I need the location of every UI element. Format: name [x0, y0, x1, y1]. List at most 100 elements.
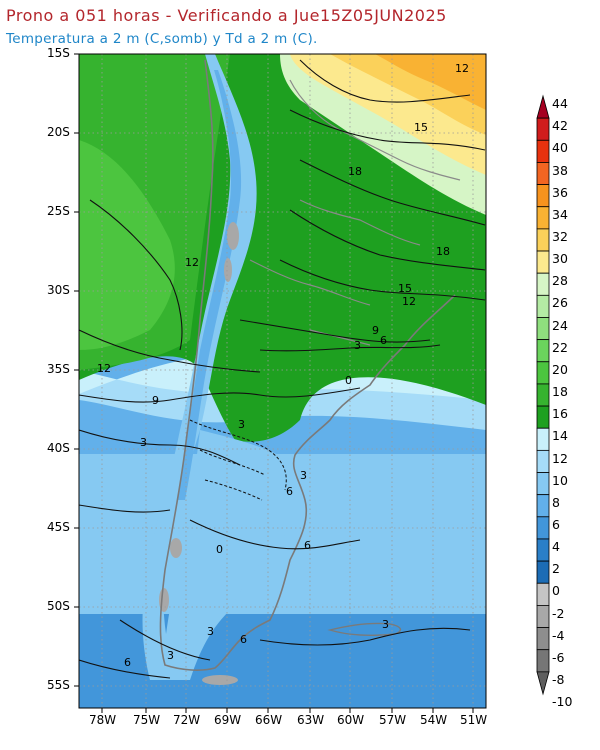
- lat-tick-label: 50S: [47, 599, 70, 613]
- contour-label: 3: [207, 625, 214, 638]
- andes-core: [178, 70, 242, 500]
- lon-tick-label: 60W: [337, 713, 365, 727]
- colorbar-level-label: -8: [552, 672, 565, 687]
- contour-label: 3: [167, 649, 174, 662]
- colorbar-bottom-arrow: [536, 671, 550, 696]
- lat-tick-label: 20S: [47, 125, 70, 139]
- contour-label: 9: [372, 324, 379, 337]
- colorbar-level-label: 10: [552, 472, 568, 488]
- colorbar-swatch: [536, 272, 550, 296]
- isotherm-contour: [79, 429, 241, 466]
- isotherm-contour: [119, 619, 211, 661]
- isotherm-contour: [259, 344, 441, 352]
- colorbar-top-arrow: [536, 94, 550, 119]
- colorbar-swatch: [536, 516, 550, 540]
- isotherm-contour: [79, 387, 361, 403]
- isotherm-contour: [89, 199, 183, 351]
- colorbar-level-label: 36: [552, 184, 568, 200]
- colorbar-level-label: 18: [552, 384, 568, 400]
- colorbar-swatch: [536, 317, 550, 341]
- lon-tick-label: 78W: [89, 713, 117, 727]
- lon-tick-label: 66W: [255, 713, 283, 727]
- chart-subtitle: Temperatura a 2 m (C,somb) y Td a 2 m (C…: [6, 31, 318, 47]
- colorbar-swatch: [536, 339, 550, 363]
- colorbar-swatch: [536, 383, 550, 407]
- isotherm-contour: [299, 59, 471, 103]
- south-edge: [79, 690, 486, 708]
- contour-label: 6: [286, 485, 293, 498]
- lat-tick-label: 35S: [47, 362, 70, 376]
- contour-label: 15: [398, 282, 412, 295]
- lon-tick-label: 72W: [173, 713, 201, 727]
- lon-tick-label: 57W: [379, 713, 407, 727]
- colorbar-level-label: 0: [552, 583, 560, 599]
- colorbar-swatch: [536, 449, 550, 473]
- cold-patch: [202, 675, 238, 685]
- lat-tick-label: 25S: [47, 204, 70, 218]
- colorbar-swatch: [536, 494, 550, 518]
- colorbar-level-label: 20: [552, 361, 568, 377]
- colorbar-level-label: 28: [552, 273, 568, 289]
- dashed-contour: [199, 449, 266, 476]
- colorbar-level-label: 24: [552, 317, 568, 333]
- colorbar-swatch: [536, 228, 550, 252]
- colorbar-swatch: [536, 361, 550, 385]
- contour-label: 12: [402, 295, 416, 308]
- colorbar-level-label: 2: [552, 561, 560, 577]
- contour-label: 12: [455, 62, 469, 75]
- lat-tick-label: 40S: [47, 441, 70, 455]
- cold-patch: [170, 538, 182, 558]
- isotherm-contour: [189, 519, 361, 550]
- lat-tick-label: 30S: [47, 283, 70, 297]
- dashed-contour: [189, 419, 287, 491]
- colorbar-level-label: 6: [552, 516, 560, 532]
- malvinas-outline: [327, 622, 402, 636]
- colorbar-level-label: 32: [552, 229, 568, 245]
- colorbar-level-label: 30: [552, 251, 568, 267]
- colorbar-level-label: 8: [552, 494, 560, 510]
- colorbar-swatch: [536, 427, 550, 451]
- colorbar-level-label: 40: [552, 140, 568, 156]
- coastline: [159, 59, 456, 671]
- isotherm-contour: [279, 259, 486, 301]
- colorbar-swatch: [536, 206, 550, 230]
- colorbar-swatch: [536, 627, 550, 651]
- lon-tick-label: 69W: [214, 713, 242, 727]
- lat-tick-label: 15S: [47, 46, 70, 60]
- colorbar-swatch: [536, 139, 550, 163]
- colorbar-level-label: -10: [552, 694, 573, 710]
- colorbar-swatch: [536, 250, 550, 274]
- colorbar-level-label: 34: [552, 206, 568, 222]
- isotherm-contour: [79, 504, 171, 513]
- isotherm-contour: [239, 319, 431, 343]
- contour-label: 6: [304, 539, 311, 552]
- contour-label: 3: [238, 418, 245, 431]
- contour-label: 6: [380, 334, 387, 347]
- colorbar-swatch: [536, 294, 550, 318]
- contour-label: 15: [414, 121, 428, 134]
- colorbar-level-label: 42: [552, 118, 568, 134]
- colorbar-level-label: 44: [552, 96, 568, 112]
- colorbar-swatch: [536, 405, 550, 429]
- lon-tick-label: 75W: [133, 713, 161, 727]
- lat-tick-label: 55S: [47, 678, 70, 692]
- isotherm-contour: [289, 109, 486, 151]
- contour-label: 3: [354, 339, 361, 352]
- colorbar-level-label: 38: [552, 162, 568, 178]
- colorbar-level-label: 4: [552, 539, 560, 555]
- lon-tick-label: 63W: [297, 713, 325, 727]
- lon-tick-label: 54W: [420, 713, 448, 727]
- colorbar-level-label: -4: [552, 627, 565, 643]
- isotherm-contour: [259, 627, 471, 646]
- contour-label: 3: [382, 618, 389, 631]
- pacific-light-green: [79, 140, 175, 350]
- colorbar-level-label: -6: [552, 649, 565, 665]
- map-frame: [78, 53, 487, 709]
- colorbar-swatch: [536, 184, 550, 208]
- contour-label: 0: [345, 374, 352, 387]
- colorbar-swatch: [536, 582, 550, 606]
- cold-patch: [224, 258, 232, 282]
- isotherm-contour: [79, 329, 261, 373]
- colorbar-level-label: 26: [552, 295, 568, 311]
